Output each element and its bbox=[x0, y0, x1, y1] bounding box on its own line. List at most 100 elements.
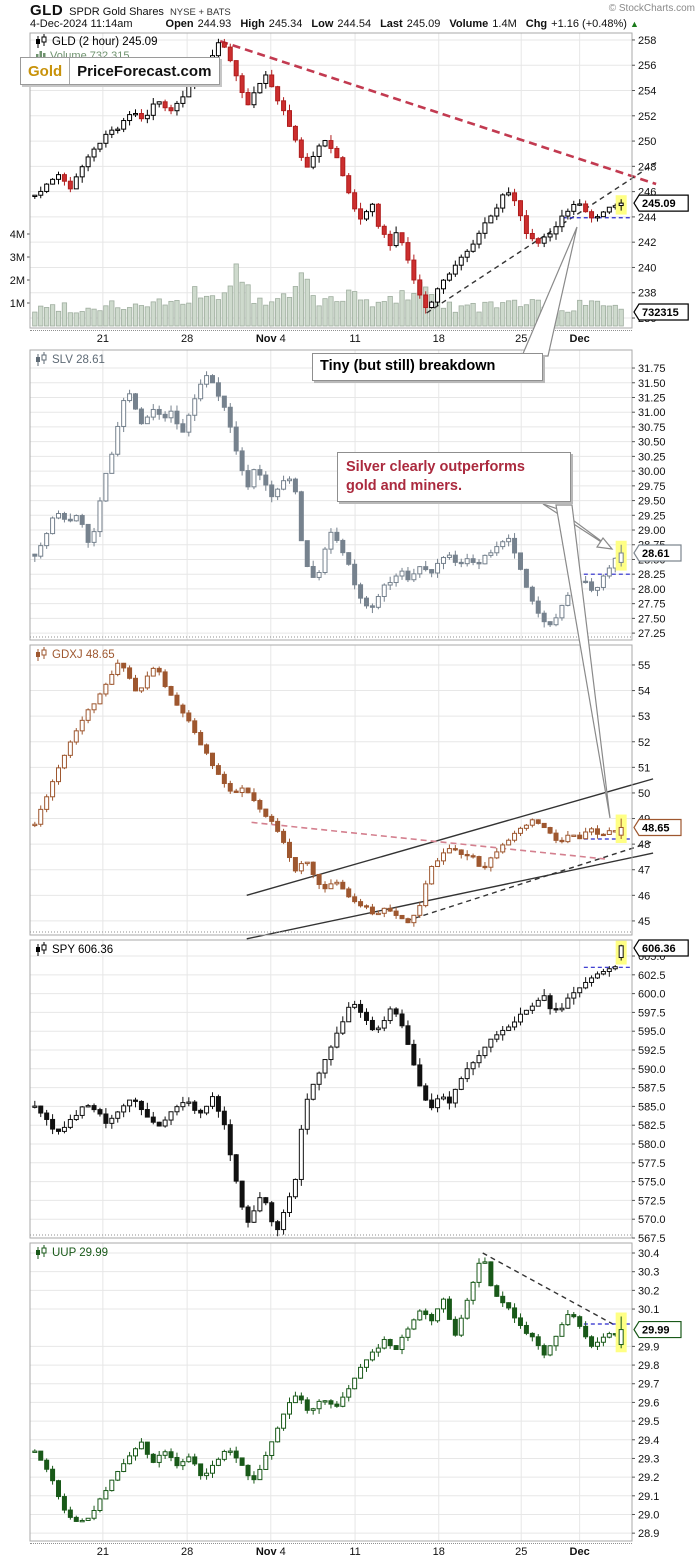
price-axis-labels: 30.4 30.3 30.2 30.1 29.9 29.8 29.7 29.6 29.5 29.4… bbox=[632, 1248, 659, 1540]
svg-text:28.25: 28.25 bbox=[638, 569, 666, 581]
plot-border bbox=[29, 939, 633, 1239]
annotation-silver: Silver clearly outperforms gold and mine… bbox=[337, 452, 571, 502]
annotation-breakdown: Tiny (but still) breakdown bbox=[312, 353, 543, 381]
date-axis-row-2: 21 28 Nov 4 11 18 25 Dec bbox=[0, 1541, 700, 1560]
svg-text:580.0: 580.0 bbox=[638, 1139, 666, 1151]
symbol-title: GLD bbox=[30, 2, 64, 19]
chart-title-row: GLD SPDR Gold Shares NYSE + BATS bbox=[30, 2, 690, 19]
svg-text:30.1: 30.1 bbox=[638, 1304, 659, 1316]
svg-text:587.5: 587.5 bbox=[638, 1083, 666, 1095]
gridlines bbox=[30, 940, 632, 1239]
quote-value-last: 245.09 bbox=[406, 18, 441, 30]
panel-legend: SPY 606.36 bbox=[36, 942, 113, 956]
annotation-silver-line1: Silver clearly outperforms bbox=[346, 459, 525, 475]
svg-text:577.5: 577.5 bbox=[638, 1158, 666, 1170]
svg-text:29.99: 29.99 bbox=[642, 1325, 670, 1337]
quote-value-open: 244.93 bbox=[197, 18, 232, 30]
svg-text:31.75: 31.75 bbox=[638, 363, 666, 375]
date-label: Nov 4 bbox=[255, 333, 286, 345]
svg-text:582.5: 582.5 bbox=[638, 1120, 666, 1132]
candlesticks bbox=[32, 940, 627, 1237]
svg-text:GLD (2 hour) 245.09: GLD (2 hour) 245.09 bbox=[52, 36, 157, 48]
svg-text:29.00: 29.00 bbox=[638, 525, 666, 537]
svg-text:51: 51 bbox=[638, 762, 650, 774]
svg-text:567.5: 567.5 bbox=[638, 1233, 666, 1245]
panel-spy: 605.0 602.5 600.0 597.5 595.0 592.5 590.0 587.5… bbox=[0, 939, 700, 1248]
date-label: 28 bbox=[180, 1546, 194, 1558]
svg-text:55: 55 bbox=[638, 660, 650, 672]
panel-spy-canvas: 605.0602.5600.0597.5595.0592.5590.0587.5… bbox=[29, 939, 689, 1245]
quote-label-volume: Volume bbox=[449, 18, 489, 30]
quote-datetime: 4-Dec-2024 11:14am bbox=[30, 18, 133, 30]
quote-label-chg: Chg bbox=[525, 18, 548, 30]
date-label: 25 bbox=[515, 1546, 528, 1558]
date-label: 11 bbox=[349, 1546, 361, 1558]
date-axis-row-1: 21 28 Nov 4 11 18 25 Dec bbox=[0, 328, 700, 349]
svg-text:244: 244 bbox=[638, 212, 656, 224]
date-label: 11 bbox=[349, 333, 361, 345]
annotation-silver-line2: gold and miners. bbox=[346, 477, 463, 494]
svg-text:29.1: 29.1 bbox=[638, 1491, 659, 1503]
svg-text:54: 54 bbox=[638, 686, 650, 698]
svg-text:597.5: 597.5 bbox=[638, 1007, 666, 1019]
svg-text:252: 252 bbox=[638, 111, 656, 123]
svg-text:258: 258 bbox=[638, 35, 656, 47]
svg-text:31.00: 31.00 bbox=[638, 407, 666, 419]
svg-text:245.09: 245.09 bbox=[642, 198, 676, 210]
svg-text:4M: 4M bbox=[10, 229, 25, 241]
plot-border bbox=[29, 349, 633, 641]
svg-text:29.75: 29.75 bbox=[638, 481, 666, 493]
svg-text:30.00: 30.00 bbox=[638, 466, 666, 478]
quote-value-low: 244.54 bbox=[337, 18, 372, 30]
svg-text:28.61: 28.61 bbox=[642, 548, 670, 560]
svg-text:30.75: 30.75 bbox=[638, 422, 666, 434]
quote-value-chg: +1.16 (+0.48%) bbox=[551, 18, 627, 30]
panel-legend: GDXJ 48.65 bbox=[36, 647, 115, 661]
svg-text:29.9: 29.9 bbox=[638, 1341, 659, 1353]
svg-text:30.2: 30.2 bbox=[638, 1285, 659, 1297]
svg-text:27.50: 27.50 bbox=[638, 613, 666, 625]
date-label: 25 bbox=[515, 333, 528, 345]
svg-text:29.8: 29.8 bbox=[638, 1360, 659, 1372]
svg-text:238: 238 bbox=[638, 288, 656, 300]
svg-text:572.5: 572.5 bbox=[638, 1195, 666, 1207]
svg-text:29.3: 29.3 bbox=[638, 1453, 659, 1465]
svg-text:29.7: 29.7 bbox=[638, 1379, 659, 1391]
svg-text:SPY 606.36: SPY 606.36 bbox=[52, 944, 113, 956]
quote-value-high: 245.34 bbox=[268, 18, 303, 30]
plot-border bbox=[29, 32, 633, 329]
volume-axis-labels: 4M 3M 2M 1M bbox=[10, 229, 30, 310]
plot-border bbox=[29, 1242, 633, 1542]
up-arrow-icon: ▲ bbox=[629, 19, 639, 29]
svg-text:29.50: 29.50 bbox=[638, 496, 666, 508]
candlesticks bbox=[32, 659, 627, 927]
svg-text:29.6: 29.6 bbox=[638, 1397, 659, 1409]
svg-text:47: 47 bbox=[638, 865, 650, 877]
panel-legend: UUP 29.99 bbox=[36, 1245, 108, 1259]
svg-text:30.25: 30.25 bbox=[638, 451, 666, 463]
svg-text:3M: 3M bbox=[10, 252, 25, 264]
svg-text:242: 242 bbox=[638, 237, 656, 249]
svg-text:29.5: 29.5 bbox=[638, 1416, 659, 1428]
svg-text:590.0: 590.0 bbox=[638, 1064, 666, 1076]
svg-text:1M: 1M bbox=[10, 298, 25, 310]
price-axis-labels: 605.0602.5600.0597.5595.0592.5590.0587.5… bbox=[632, 951, 666, 1245]
svg-text:50: 50 bbox=[638, 788, 650, 800]
date-label: Nov 4 bbox=[255, 1546, 286, 1558]
plot-border bbox=[29, 644, 633, 936]
svg-text:570.0: 570.0 bbox=[638, 1214, 666, 1226]
exchange-label: NYSE + BATS bbox=[169, 7, 231, 18]
quote-label-high: High bbox=[240, 18, 265, 30]
svg-text:29.2: 29.2 bbox=[638, 1472, 659, 1484]
svg-text:GDXJ 48.65: GDXJ 48.65 bbox=[52, 649, 115, 661]
svg-text:575.0: 575.0 bbox=[638, 1177, 666, 1189]
svg-text:600.0: 600.0 bbox=[638, 989, 666, 1001]
candlesticks bbox=[32, 1257, 627, 1523]
svg-text:29.0: 29.0 bbox=[638, 1509, 659, 1521]
svg-text:27.75: 27.75 bbox=[638, 599, 666, 611]
gold-price-forecast-logo[interactable]: Gold PriceForecast.com bbox=[20, 57, 221, 85]
svg-text:248: 248 bbox=[638, 161, 656, 173]
svg-text:SLV 28.61: SLV 28.61 bbox=[52, 354, 105, 366]
